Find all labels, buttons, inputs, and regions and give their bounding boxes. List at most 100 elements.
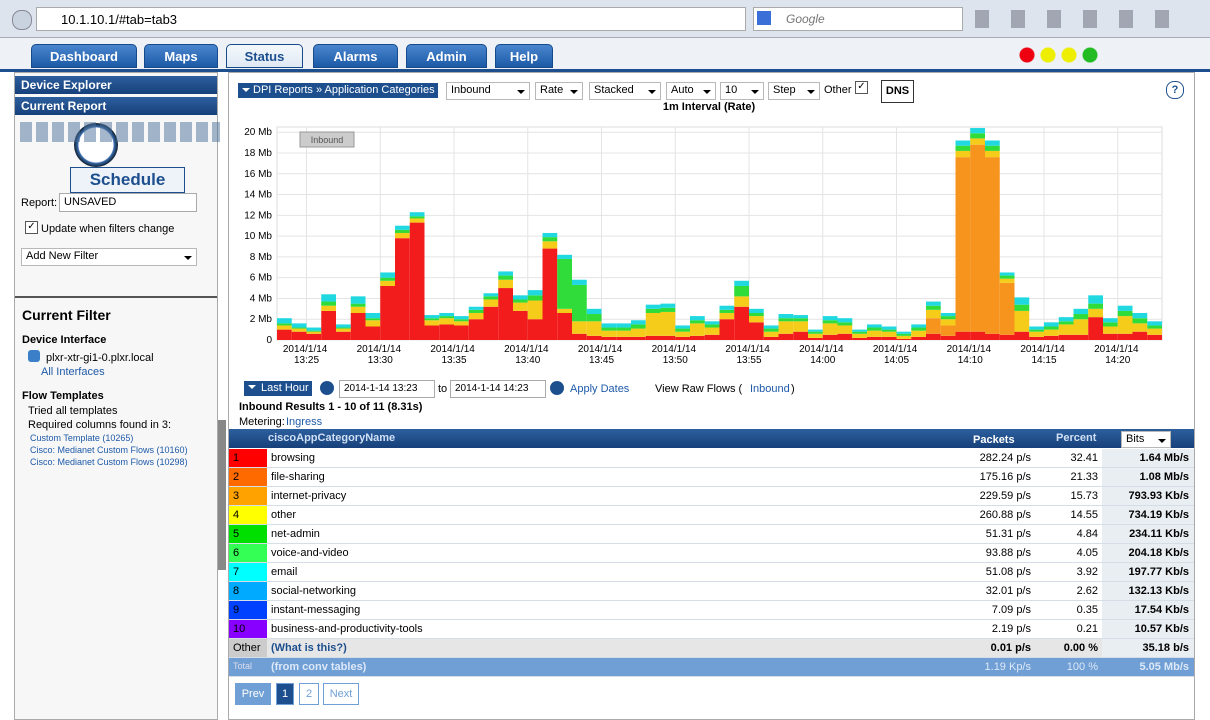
sidebar-header[interactable]: Device Explorer [15,76,217,94]
bar-segment [277,325,292,330]
checkbox[interactable]: ✓ [855,81,868,94]
bar-segment [926,318,941,334]
page-button[interactable]: 2 [299,683,319,705]
toolbar-select[interactable]: 10 [720,82,764,100]
percent: 4.05 [1076,547,1098,559]
address-bar[interactable]: 10.1.10.1/#tab=tab3 [36,7,746,31]
toolbar-select[interactable]: Rate [535,82,583,100]
category-name[interactable]: internet-privacy [271,490,347,502]
bits: 132.13 Kb/s [1128,585,1189,597]
x-tick-line: 13:50 [663,355,688,366]
category-name[interactable]: social-networking [271,585,356,597]
bar-segment [749,316,764,323]
range-button[interactable]: Last Hour [244,381,312,396]
back-button[interactable] [12,10,32,30]
search-box[interactable]: Google [753,7,963,31]
bar-segment [808,329,823,332]
breadcrumb[interactable]: DPI Reports » Application Categories [238,83,438,98]
packets: 32.01 p/s [985,585,1031,597]
percent: 3.92 [1076,566,1098,578]
nav-tab[interactable]: Status [226,44,303,68]
category-name[interactable]: instant-messaging [271,604,361,616]
prev-range[interactable] [320,381,334,395]
category-name[interactable]: business-and-productivity-tools [271,623,423,635]
template-link[interactable]: Cisco: Medianet Custom Flows (10298) [30,457,188,467]
bar-segment [940,325,956,336]
dns-button[interactable]: DNS [881,80,914,103]
bar-segment [675,325,690,329]
percent: 14.55 [1070,509,1098,521]
filter-select[interactable]: Add New Filter [21,248,197,266]
help-icon[interactable]: ? [1166,81,1184,99]
table-row[interactable]: 3 internet-privacy 229.59 p/s 15.73 793.93 K… [229,487,1194,506]
category-name[interactable]: email [271,566,298,578]
nav-tab[interactable]: Alarms [313,44,398,68]
bar-segment [867,324,882,328]
template-link[interactable]: Custom Template (10265) [30,433,134,443]
browser-icons[interactable] [975,10,1185,28]
bar-segment [350,296,366,304]
bar-segment [439,312,454,317]
table-row[interactable]: 8 social-networking 32.01 p/s 2.62 132.13 Kb… [229,582,1194,601]
category-name[interactable]: (from conv tables) [271,661,367,673]
bar-segment [1044,329,1059,336]
nav-tab[interactable]: Dashboard [31,44,137,68]
table-row[interactable]: 2 file-sharing 175.16 p/s 21.33 1.08 Mb/s [229,468,1194,487]
category-name[interactable]: (What is this?) [271,642,347,654]
sidebar-header[interactable]: Current Report [15,97,217,115]
bar-segment [572,284,587,322]
category-name[interactable]: net-admin [271,528,320,540]
page-button[interactable]: 1 [276,683,294,705]
bar-segment [380,272,395,278]
link[interactable]: All Interfaces [41,366,105,378]
nav-tab[interactable]: Maps [144,44,218,68]
table-row[interactable]: 10 business-and-productivity-tools 2.19 p/… [229,620,1194,639]
table-row[interactable]: 1 browsing 282.24 p/s 32.41 1.64 Mb/s [229,449,1194,468]
category-name[interactable]: voice-and-video [271,547,349,559]
category-name[interactable]: file-sharing [271,471,325,483]
bar-segment [306,330,322,332]
report-icons[interactable] [20,122,220,142]
bar-segment [734,306,749,340]
x-tick-line: 2014/1/14 [652,344,699,355]
date-input[interactable]: 2014-1-14 13:23 [339,380,435,398]
column-header[interactable]: ciscoAppCategoryName [268,432,396,444]
template-link[interactable]: Cisco: Medianet Custom Flows (10160) [30,445,188,455]
apply-icon[interactable] [550,381,564,395]
table-row[interactable]: 6 voice-and-video 93.88 p/s 4.05 204.18 Kb/s [229,544,1194,563]
toolbar-select[interactable]: Step [768,82,820,100]
table-row[interactable]: Other (What is this?) 0.01 p/s 0.00 % 35.18 … [229,639,1194,658]
chart-title: 1m Interval (Rate) [663,101,756,113]
category-name[interactable]: other [271,509,297,521]
x-tick-line: 2014/1/14 [283,344,330,355]
checkbox[interactable]: ✓ [25,221,38,234]
x-tick-line: 13:40 [515,355,540,366]
date-input[interactable]: 2014-1-14 14:23 [450,380,546,398]
table-row[interactable]: Total (from conv tables) 1.19 Kp/s 100 % 5.0… [229,658,1194,677]
table-row[interactable]: 5 net-admin 51.31 p/s 4.84 234.11 Kb/s [229,525,1194,544]
nav-tab[interactable]: Help [495,44,553,68]
raw-link[interactable]: Inbound [750,383,790,395]
schedule-button[interactable]: Schedule [70,167,185,193]
column-header[interactable]: Percent [1056,432,1097,444]
column-header[interactable]: Packets [973,434,1015,446]
nav-tab[interactable]: Admin [406,44,487,68]
toolbar-select[interactable]: Stacked [589,82,661,100]
breadcrumb-arrow [242,88,250,96]
units-select[interactable]: Bits [1121,431,1171,448]
bar-segment [616,336,631,340]
bits: 734.19 Kb/s [1128,509,1189,521]
report-input[interactable]: UNSAVED [59,193,197,212]
apply-link[interactable]: Apply Dates [570,383,630,395]
toolbar-select[interactable]: Auto [666,82,716,100]
page-button[interactable]: Prev [235,683,271,705]
page-button[interactable]: Next [323,683,359,705]
category-name[interactable]: browsing [271,452,316,464]
toolbar-select[interactable]: Inbound [446,82,530,100]
table-row[interactable]: 9 instant-messaging 7.09 p/s 0.35 17.54 Kb/s [229,601,1194,620]
link[interactable]: Ingress [286,416,323,428]
splitter[interactable] [218,420,226,570]
bar-segment [999,272,1015,276]
table-row[interactable]: 4 other 260.88 p/s 14.55 734.19 Kb/s [229,506,1194,525]
table-row[interactable]: 7 email 51.08 p/s 3.92 197.77 Kb/s [229,563,1194,582]
